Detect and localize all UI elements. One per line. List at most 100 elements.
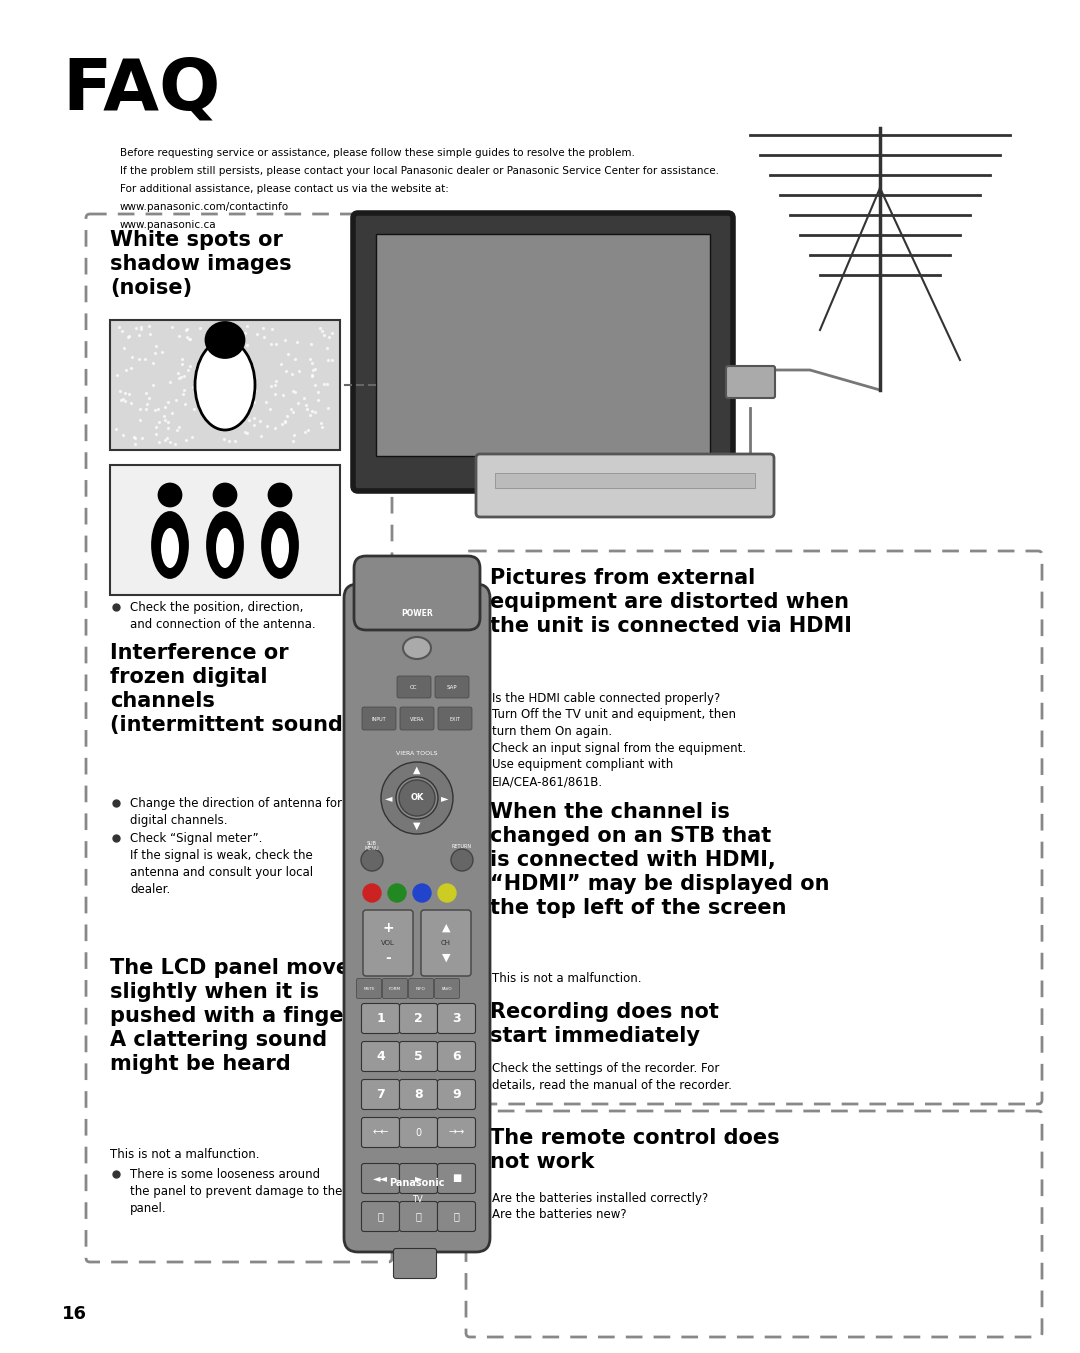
Point xyxy=(221,403,239,425)
Point xyxy=(157,396,174,418)
Point xyxy=(324,349,341,371)
Point xyxy=(192,388,210,410)
Text: 7: 7 xyxy=(376,1088,384,1101)
Point xyxy=(323,322,340,344)
Text: www.panasonic.ca: www.panasonic.ca xyxy=(120,221,217,230)
Text: Check “Signal meter”.
If the signal is weak, check the
antenna and consult your : Check “Signal meter”. If the signal is w… xyxy=(130,832,313,896)
Point xyxy=(138,394,156,415)
Point xyxy=(276,360,294,382)
Text: There is some looseness around
the panel to prevent damage to the
panel.: There is some looseness around the panel… xyxy=(130,1168,342,1215)
Point xyxy=(171,417,188,438)
FancyBboxPatch shape xyxy=(362,1042,400,1072)
Point xyxy=(278,405,295,426)
Point xyxy=(184,426,201,448)
Point xyxy=(121,383,138,405)
Point xyxy=(149,398,166,419)
Text: SUB
MENU: SUB MENU xyxy=(365,840,379,851)
Point xyxy=(147,417,164,438)
Point xyxy=(157,410,174,432)
Point xyxy=(225,380,242,402)
Text: Before requesting service or assistance, please follow these simple guides to re: Before requesting service or assistance,… xyxy=(120,147,635,158)
Point xyxy=(229,336,246,357)
Point xyxy=(303,352,321,373)
Point xyxy=(179,360,197,382)
Point xyxy=(215,429,232,451)
Point xyxy=(113,321,131,342)
FancyBboxPatch shape xyxy=(408,978,433,999)
Point xyxy=(197,376,214,398)
Text: ←←: ←← xyxy=(373,1127,389,1138)
Text: INFO: INFO xyxy=(416,986,426,990)
Point xyxy=(230,357,247,379)
Text: ▼: ▼ xyxy=(414,821,421,831)
Point xyxy=(219,344,237,365)
Point xyxy=(167,390,185,411)
Point xyxy=(141,323,159,345)
Point xyxy=(239,315,256,337)
Point xyxy=(273,413,291,434)
Text: White spots or
shadow images
(noise): White spots or shadow images (noise) xyxy=(110,230,292,298)
Point xyxy=(243,354,260,376)
FancyBboxPatch shape xyxy=(400,1004,437,1034)
Point xyxy=(200,403,217,425)
Point xyxy=(299,419,316,441)
Point xyxy=(216,336,233,357)
Point xyxy=(284,380,301,402)
Point xyxy=(267,371,284,392)
Point xyxy=(163,317,180,338)
Point xyxy=(296,387,313,409)
Text: 4: 4 xyxy=(376,1050,384,1063)
Point xyxy=(314,319,332,341)
Point xyxy=(127,317,145,338)
Point xyxy=(274,384,292,406)
Text: ⏯: ⏯ xyxy=(416,1211,421,1222)
Ellipse shape xyxy=(152,513,188,578)
Point xyxy=(284,400,301,422)
Point xyxy=(177,319,194,341)
Point xyxy=(136,348,153,369)
Point xyxy=(108,364,125,386)
Point xyxy=(286,380,303,402)
Ellipse shape xyxy=(361,848,383,871)
Point xyxy=(237,421,254,442)
Point xyxy=(320,326,337,348)
Point xyxy=(221,406,239,428)
Text: Are the batteries new?: Are the batteries new? xyxy=(492,1208,626,1220)
FancyBboxPatch shape xyxy=(421,911,471,976)
Point xyxy=(261,376,279,398)
Text: ▼: ▼ xyxy=(442,953,450,963)
Text: INPUT: INPUT xyxy=(372,717,387,721)
Point xyxy=(284,430,301,452)
Point xyxy=(117,390,134,411)
Point xyxy=(276,410,294,432)
Text: OK: OK xyxy=(410,793,423,802)
Point xyxy=(175,365,192,387)
Point xyxy=(246,379,264,400)
Point xyxy=(147,399,164,421)
FancyBboxPatch shape xyxy=(400,1080,437,1109)
Point xyxy=(214,334,231,356)
Text: 8: 8 xyxy=(415,1088,422,1101)
Point xyxy=(306,402,323,423)
Point xyxy=(219,361,237,383)
Point xyxy=(159,417,176,438)
Point xyxy=(186,398,203,419)
Text: 0: 0 xyxy=(416,1127,421,1138)
Point xyxy=(144,375,161,396)
Ellipse shape xyxy=(195,340,255,430)
Point xyxy=(123,357,140,379)
Text: ▲: ▲ xyxy=(414,764,421,775)
Point xyxy=(211,386,228,407)
Circle shape xyxy=(413,884,431,902)
Ellipse shape xyxy=(214,484,237,506)
Text: 16: 16 xyxy=(62,1306,87,1323)
Circle shape xyxy=(399,779,435,816)
Point xyxy=(119,326,136,348)
Point xyxy=(145,352,162,373)
FancyBboxPatch shape xyxy=(434,978,459,999)
Point xyxy=(241,391,258,413)
Point xyxy=(178,318,195,340)
FancyBboxPatch shape xyxy=(393,1249,436,1279)
Point xyxy=(298,398,315,419)
Ellipse shape xyxy=(271,528,289,568)
